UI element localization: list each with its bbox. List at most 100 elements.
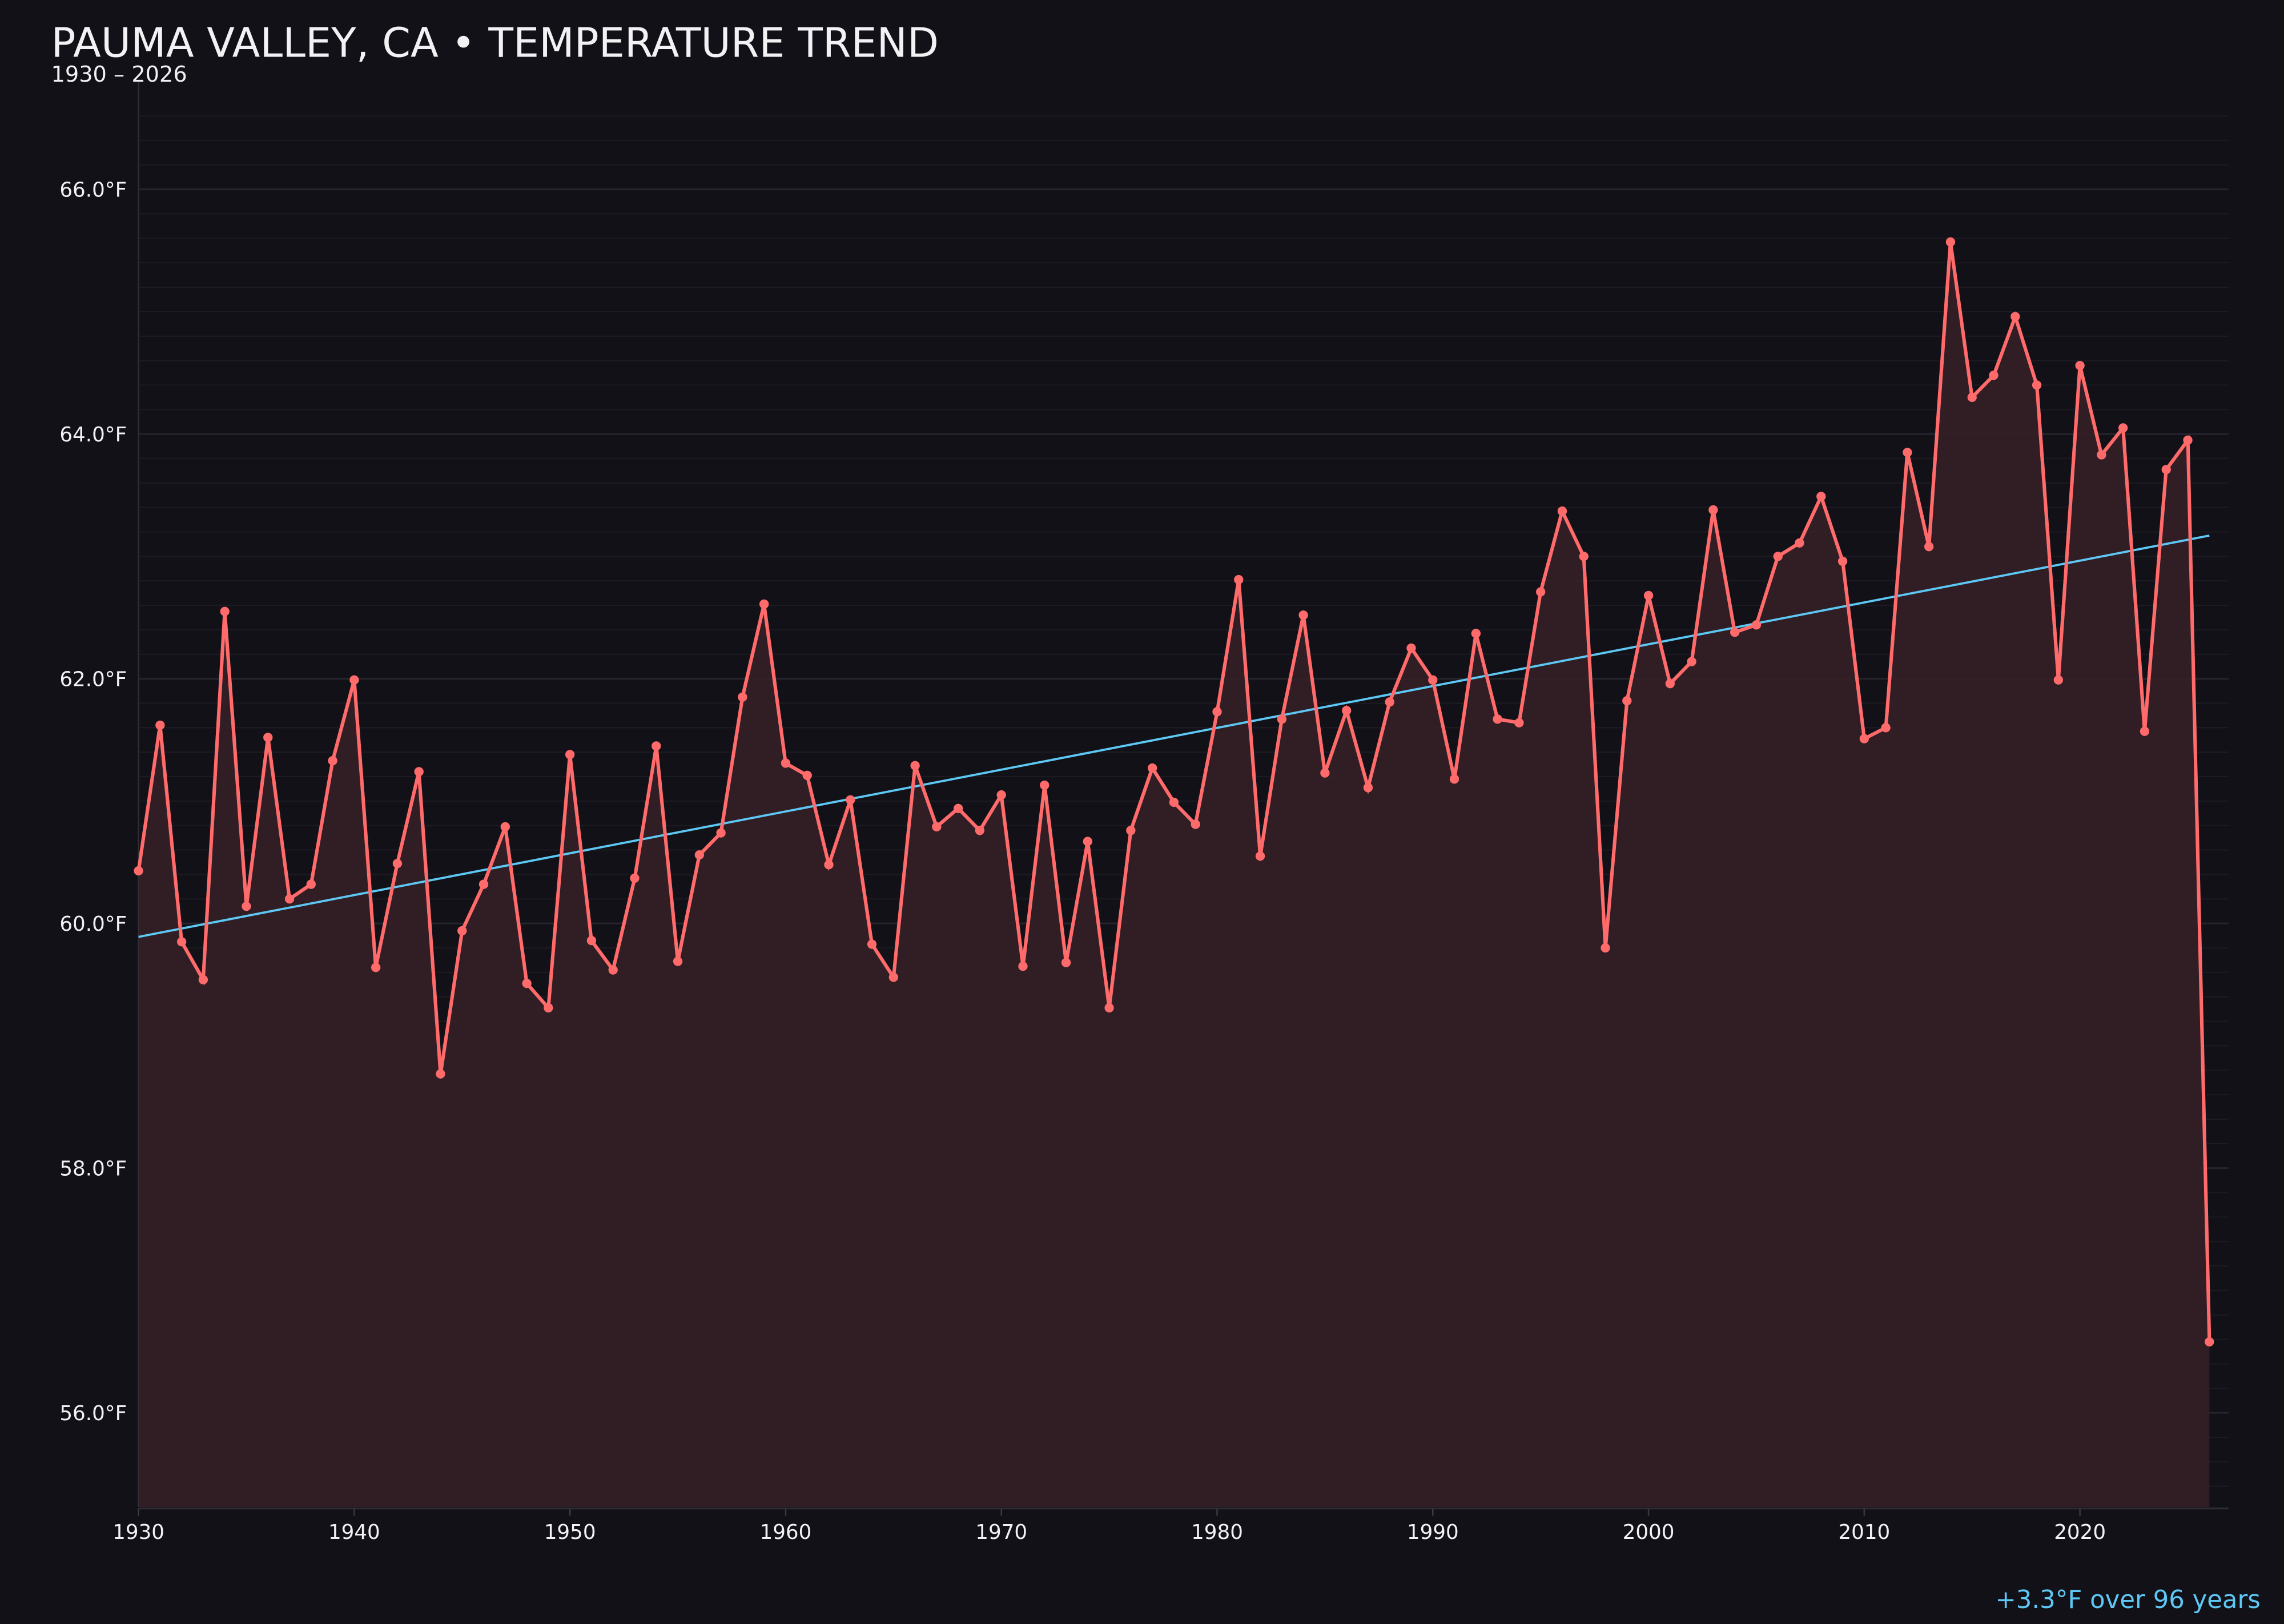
data-point-1968 [953, 803, 963, 813]
data-point-1960 [781, 758, 791, 768]
data-point-1989 [1406, 643, 1416, 653]
data-point-2024 [2161, 465, 2171, 475]
y-tick-label: 62.0°F [59, 668, 127, 691]
data-point-1937 [284, 894, 295, 904]
data-point-1993 [1493, 714, 1502, 724]
data-point-1985 [1320, 768, 1330, 778]
x-tick-label: 2020 [2054, 1521, 2106, 1544]
data-point-2026 [2205, 1337, 2214, 1347]
data-point-1942 [392, 858, 403, 869]
data-point-2018 [2032, 380, 2042, 390]
data-point-1964 [867, 939, 877, 949]
x-tick-label: 1990 [1407, 1521, 1459, 1544]
data-point-1980 [1212, 707, 1222, 717]
data-point-1936 [263, 733, 273, 742]
data-point-1955 [673, 956, 683, 966]
x-tick-label: 2010 [1838, 1521, 1890, 1544]
data-point-1992 [1471, 629, 1481, 638]
data-point-1972 [1040, 780, 1049, 790]
data-point-1944 [436, 1069, 445, 1079]
data-point-2020 [2075, 360, 2085, 371]
data-point-1939 [328, 756, 337, 766]
data-point-1995 [1536, 587, 1546, 597]
data-point-1957 [716, 828, 726, 838]
data-point-1938 [306, 879, 316, 889]
axes [138, 80, 2229, 1510]
data-point-2003 [1708, 505, 1718, 515]
x-tick-label: 1970 [975, 1521, 1027, 1544]
data-point-1948 [522, 978, 532, 988]
data-point-1953 [630, 873, 640, 883]
trend-annotation: +3.3°F over 96 years [1995, 1586, 2260, 1614]
data-point-1975 [1104, 1003, 1114, 1013]
data-point-1988 [1385, 697, 1394, 707]
data-point-2006 [1773, 552, 1783, 561]
data-point-1994 [1514, 718, 1524, 727]
data-point-2015 [1967, 392, 1977, 402]
data-point-2009 [1837, 556, 1848, 566]
data-point-1946 [478, 879, 489, 889]
data-point-1970 [996, 790, 1006, 800]
data-point-1933 [198, 975, 208, 984]
data-point-1949 [544, 1003, 553, 1013]
data-point-1981 [1234, 574, 1244, 585]
data-point-2005 [1751, 620, 1762, 630]
data-point-1979 [1191, 819, 1200, 829]
data-point-1965 [888, 972, 898, 982]
data-point-1954 [652, 741, 661, 751]
data-point-2022 [2118, 423, 2128, 433]
data-point-2016 [1989, 371, 1998, 380]
data-point-1945 [457, 926, 467, 936]
x-tick-label: 1930 [112, 1521, 164, 1544]
data-point-2025 [2183, 435, 2193, 445]
data-point-2001 [1665, 679, 1675, 689]
data-point-1943 [414, 767, 424, 777]
data-point-1987 [1363, 783, 1373, 793]
data-point-1935 [242, 901, 251, 911]
data-point-1950 [565, 750, 575, 759]
data-point-1962 [824, 860, 834, 870]
y-tick-label: 60.0°F [59, 913, 127, 936]
area-fill [138, 242, 2210, 1508]
data-point-1951 [586, 935, 597, 946]
data-point-1959 [759, 599, 769, 609]
data-point-1974 [1083, 837, 1092, 846]
data-point-1976 [1126, 826, 1136, 835]
data-point-1999 [1622, 696, 1632, 706]
data-point-2012 [1903, 448, 1912, 457]
data-point-2002 [1687, 657, 1696, 666]
data-point-1947 [500, 822, 510, 832]
data-point-1984 [1298, 610, 1308, 620]
data-point-1973 [1061, 958, 1071, 967]
chart-title: PAUMA VALLEY, CA • TEMPERATURE TREND [51, 19, 939, 66]
data-point-2004 [1730, 628, 1740, 637]
data-point-1963 [846, 795, 855, 805]
y-tick-label: 58.0°F [59, 1157, 127, 1180]
data-point-1990 [1428, 675, 1438, 685]
data-point-2007 [1795, 538, 1804, 548]
y-tick-label: 66.0°F [59, 178, 127, 202]
y-tick-label: 56.0°F [59, 1402, 127, 1425]
data-point-1978 [1169, 797, 1179, 807]
data-point-1969 [975, 826, 985, 835]
data-point-1931 [155, 720, 165, 730]
data-point-1982 [1255, 851, 1265, 861]
data-point-2000 [1643, 590, 1654, 601]
data-point-1932 [176, 937, 187, 947]
data-point-1996 [1557, 506, 1567, 516]
y-tick-label: 64.0°F [59, 423, 127, 447]
data-point-1930 [134, 866, 143, 876]
data-points [134, 237, 2214, 1347]
data-point-2014 [1945, 237, 1956, 247]
x-tick-label: 1960 [760, 1521, 812, 1544]
data-point-2021 [2097, 450, 2106, 460]
data-point-1941 [371, 963, 381, 972]
x-tick-label: 1950 [544, 1521, 596, 1544]
data-point-2019 [2053, 675, 2064, 685]
data-point-1991 [1449, 774, 1459, 784]
data-point-1934 [220, 606, 230, 616]
data-point-1956 [694, 850, 704, 860]
chart-subtitle: 1930 – 2026 [51, 62, 187, 87]
data-point-1967 [932, 822, 942, 832]
